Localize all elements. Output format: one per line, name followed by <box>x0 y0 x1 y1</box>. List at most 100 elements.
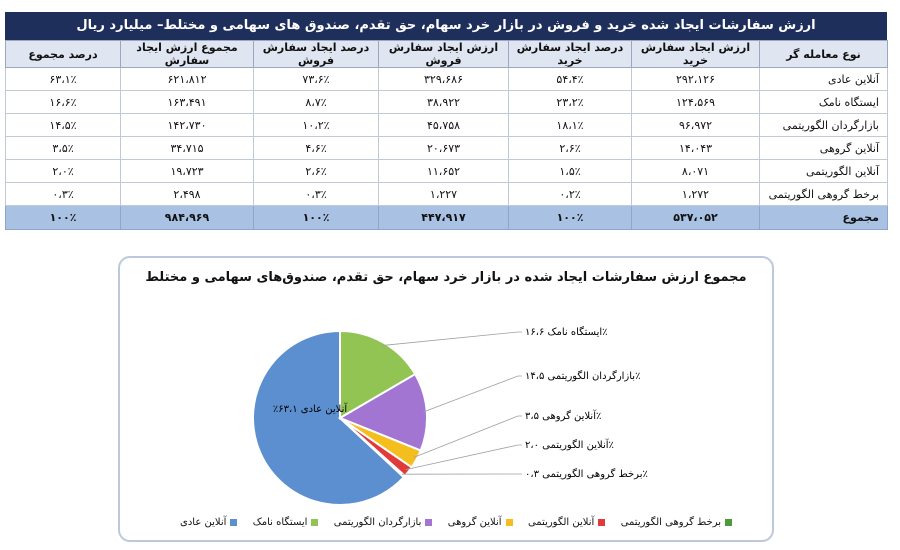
legend-item: آنلاین گروهی <box>448 514 513 530</box>
table-row: برخط گروهی الگوریتمی ۱،۲۷۲ ۰،۲٪ ۱،۲۲۷ ۰،۳٪ ۲،… <box>5 182 888 206</box>
pie-slice-1 <box>339 329 417 420</box>
table-total-row: مجموع ۵۳۷،۰۵۲ ۱۰۰٪ ۴۴۷،۹۱۷ ۱۰۰٪ ۹۸۴،۹۶۹ ۱۰۰٪ <box>5 205 888 230</box>
legend-swatch <box>598 518 606 526</box>
cell-buy-percent: ۲،۶٪ <box>508 136 632 160</box>
cell-sell-percent: ۸،۷٪ <box>253 90 379 114</box>
cell-sell-percent: ۴،۶٪ <box>253 136 379 160</box>
cell-total-value: ۱۴۲،۷۳۰ <box>120 113 254 137</box>
data-label-2: بازارگردان الگوریتمی ۱۴،۵٪ <box>525 370 640 382</box>
cell-sell-value: ۴۵،۷۵۸ <box>378 113 509 137</box>
cell-sell-percent: ۷۳،۶٪ <box>253 67 379 91</box>
cell-trader-type: برخط گروهی الگوریتمی <box>759 182 888 206</box>
cell-trader-type: مجموع <box>759 205 888 230</box>
cell-total-percent: ۰،۳٪ <box>5 182 121 206</box>
data-label-0: آنلاین عادی ۶۳،۱٪ <box>273 402 349 415</box>
cell-buy-value: ۹۶،۹۷۲ <box>631 113 760 137</box>
data-label-5: برخط گروهی الگوریتمی ۰،۳٪ <box>525 468 648 480</box>
cell-total-value: ۱۶۳،۴۹۱ <box>120 90 254 114</box>
table-row: بازارگردان الگوریتمی ۹۶،۹۷۲ ۱۸،۱٪ ۴۵،۷۵۸ ۱۰،… <box>5 113 888 137</box>
cell-buy-value: ۸،۰۷۱ <box>631 159 760 183</box>
cell-total-value: ۲،۴۹۸ <box>120 182 254 206</box>
cell-buy-value: ۱۲۴،۵۶۹ <box>631 90 760 114</box>
leader-line-4 <box>405 444 522 470</box>
cell-trader-type: ایستگاه نامک <box>759 90 888 114</box>
legend-item: برخط گروهی الگوریتمی <box>621 514 732 530</box>
pie-slice-0 <box>252 329 406 506</box>
cell-sell-value: ۴۴۷،۹۱۷ <box>378 205 509 230</box>
legend-label: آنلاین عادی <box>180 516 227 528</box>
cell-buy-value: ۱،۲۷۲ <box>631 182 760 206</box>
legend-swatch <box>230 518 238 526</box>
table-row: آنلاین گروهی ۱۴،۰۴۳ ۲،۶٪ ۲۰،۶۷۳ ۴،۶٪ ۳۴،۷۱۵ ۳،… <box>5 136 888 160</box>
col-header-buy-percent: درصد ایجاد سفارش خرید <box>508 40 632 68</box>
data-label-4: آنلاین الگوریتمی ۲،۰٪ <box>525 438 614 451</box>
cell-total-value: ۱۹،۷۲۳ <box>120 159 254 183</box>
cell-total-value: ۶۲۱،۸۱۲ <box>120 67 254 91</box>
col-header-sell-percent: درصد ایجاد سفارش فروش <box>253 40 379 68</box>
pie-slice-2 <box>337 372 428 452</box>
chart-legend: آنلاین عادی ایستگاه نامک بازارگردان الگوری… <box>180 514 732 530</box>
table-row: ایستگاه نامک ۱۲۴،۵۶۹ ۲۳،۲٪ ۳۸،۹۲۲ ۸،۷٪ ۱۶۳،۴۹… <box>5 90 888 114</box>
cell-trader-type: آنلاین الگوریتمی <box>759 159 888 183</box>
orders-table-panel: ارزش سفارشات ایجاد شده خرید و فروش در با… <box>5 12 888 230</box>
cell-buy-percent: ۱۰۰٪ <box>508 205 632 230</box>
cell-buy-value: ۵۳۷،۰۵۲ <box>631 205 760 230</box>
cell-total-percent: ۲،۰٪ <box>5 159 121 183</box>
legend-label: برخط گروهی الگوریتمی <box>620 516 721 528</box>
table-row: آنلاین عادی ۲۹۲،۱۲۶ ۵۴،۴٪ ۳۲۹،۶۸۶ ۷۳،۶٪ ۶۲۱،۸… <box>5 67 888 91</box>
col-header-sell-value: ارزش ایجاد سفارش فروش <box>378 40 509 68</box>
legend-label: آنلاین الگوریتمی <box>527 516 595 528</box>
legend-swatch <box>725 518 732 526</box>
cell-total-percent: ۱۰۰٪ <box>5 205 121 230</box>
cell-total-value: ۳۴،۷۱۵ <box>120 136 254 160</box>
cell-total-percent: ۱۶،۶٪ <box>5 90 121 114</box>
cell-buy-percent: ۱،۵٪ <box>508 159 632 183</box>
cell-total-percent: ۱۴،۵٪ <box>5 113 121 137</box>
col-header-total-percent: درصد مجموع <box>5 40 121 68</box>
legend-swatch <box>311 518 319 526</box>
legend-label: آنلاین گروهی <box>447 516 502 528</box>
cell-buy-value: ۱۴،۰۴۳ <box>631 136 760 160</box>
cell-sell-percent: ۱۰،۲٪ <box>253 113 379 137</box>
legend-label: بازارگردان الگوریتمی <box>333 516 422 528</box>
pie-chart: آنلاین عادی ۶۳،۱٪ ایستگاه نامک ۱۶،۶٪ بازار… <box>252 326 648 506</box>
col-header-total-value: مجموع ارزش ایجاد سفارش <box>120 40 254 68</box>
legend-item: بازارگردان الگوریتمی <box>334 514 433 530</box>
cell-trader-type: آنلاین عادی <box>759 67 888 91</box>
cell-sell-value: ۳۲۹،۶۸۶ <box>378 67 509 91</box>
cell-sell-percent: ۲،۶٪ <box>253 159 379 183</box>
cell-sell-value: ۱،۲۲۷ <box>378 182 509 206</box>
legend-item: ایستگاه نامک <box>253 514 319 530</box>
leader-line-3 <box>413 415 522 458</box>
pie-slice-5 <box>339 417 407 479</box>
cell-trader-type: آنلاین گروهی <box>759 136 888 160</box>
leader-line-1 <box>381 331 522 346</box>
chart-title: مجموع ارزش سفارشات ایجاد شده در بازار خر… <box>145 270 747 285</box>
cell-sell-value: ۱۱،۶۵۲ <box>378 159 509 183</box>
table-header-row: نوع معامله گر ارزش ایجاد سفارش خرید درصد… <box>5 40 888 68</box>
pie-chart-card: مجموع ارزش سفارشات ایجاد شده در بازار خر… <box>118 256 774 542</box>
legend-label: ایستگاه نامک <box>252 516 308 528</box>
cell-total-value: ۹۸۴،۹۶۹ <box>120 205 254 230</box>
cell-trader-type: بازارگردان الگوریتمی <box>759 113 888 137</box>
cell-total-percent: ۶۳،۱٪ <box>5 67 121 91</box>
legend-swatch <box>505 518 513 526</box>
cell-total-percent: ۳،۵٪ <box>5 136 121 160</box>
cell-sell-percent: ۰،۳٪ <box>253 182 379 206</box>
table-title: ارزش سفارشات ایجاد شده خرید و فروش در با… <box>5 12 887 40</box>
cell-buy-percent: ۱۸،۱٪ <box>508 113 632 137</box>
cell-buy-percent: ۰،۲٪ <box>508 182 632 206</box>
orders-table: نوع معامله گر ارزش ایجاد سفارش خرید درصد… <box>5 40 888 230</box>
table-row: آنلاین الگوریتمی ۸،۰۷۱ ۱،۵٪ ۱۱،۶۵۲ ۲،۶٪ ۱۹،۷۲… <box>5 159 888 183</box>
cell-sell-percent: ۱۰۰٪ <box>253 205 379 230</box>
cell-buy-percent: ۲۳،۲٪ <box>508 90 632 114</box>
cell-buy-percent: ۵۴،۴٪ <box>508 67 632 91</box>
cell-buy-value: ۲۹۲،۱۲۶ <box>631 67 760 91</box>
legend-item: آنلاین الگوریتمی <box>527 514 606 530</box>
col-header-buy-value: ارزش ایجاد سفارش خرید <box>631 40 760 68</box>
legend-swatch <box>425 518 433 526</box>
cell-sell-value: ۲۰،۶۷۳ <box>378 136 509 160</box>
data-label-3: آنلاین گروهی ۳،۵٪ <box>525 409 601 422</box>
data-label-1: ایستگاه نامک ۱۶،۶٪ <box>525 326 608 338</box>
leader-line-2 <box>423 375 522 413</box>
